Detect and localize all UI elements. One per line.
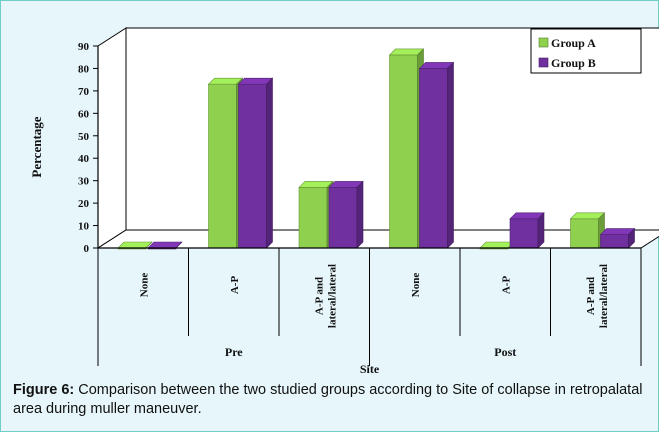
bar-group-a	[207, 77, 244, 249]
y-tick-label: 20	[78, 198, 90, 210]
bar-group-a	[388, 48, 425, 249]
bar-side	[447, 61, 454, 249]
y-tick-label: 10	[78, 221, 90, 233]
bar-front	[570, 218, 599, 249]
bar-front	[509, 218, 539, 249]
caption-text: Comparison between the two studied group…	[13, 382, 643, 417]
bar-group-b	[509, 212, 545, 249]
category-label-line: A-P and	[585, 277, 597, 315]
y-tick-label: 50	[78, 131, 90, 143]
bar-group-b	[237, 77, 274, 249]
bar-side	[145, 241, 153, 249]
bar-chart: 0 10 20 30 40 50 60 70 80 90 Percentage None A-P A-P …	[29, 27, 659, 376]
bar-side	[175, 241, 183, 249]
y-tick-label: 40	[78, 153, 90, 165]
category-label: A-P	[500, 276, 512, 295]
legend-label: Group B	[551, 56, 596, 70]
bar-front	[419, 68, 448, 249]
category-label: A-P andlateral/lateral	[313, 264, 338, 328]
y-tick-label: 90	[78, 41, 90, 53]
legend-swatch	[538, 37, 549, 48]
bar-side	[628, 227, 635, 249]
group-label: Post	[494, 345, 516, 359]
category-label-line: lateral/lateral	[598, 264, 610, 328]
category-label: A-P	[229, 276, 241, 295]
bar-side	[356, 180, 364, 249]
category-label-line: lateral/lateral	[326, 264, 338, 328]
category-label-line: A-P and	[313, 277, 325, 315]
y-tick-label: 80	[78, 63, 90, 75]
category-label: A-P andlateral/lateral	[585, 264, 610, 328]
legend-box	[530, 28, 642, 74]
bar-front	[389, 54, 418, 249]
y-tick-label: 30	[78, 176, 90, 188]
y-tick-label: 60	[78, 108, 90, 120]
bar-front	[298, 187, 328, 249]
legend-label: Group A	[551, 36, 596, 50]
category-label: None	[138, 273, 150, 298]
y-tick-label: 0	[84, 243, 90, 255]
x-axis-label: Site	[360, 362, 380, 376]
legend-swatch	[538, 57, 549, 68]
bar-group-b	[599, 227, 636, 249]
bar-group-a	[569, 212, 606, 249]
bar-side	[537, 212, 545, 249]
y-tick-label: 70	[78, 86, 90, 98]
bar-front	[208, 83, 237, 249]
side-wall	[97, 27, 127, 249]
bar-front	[238, 83, 267, 249]
y-axis-label: Percentage	[29, 116, 44, 177]
category-label: None	[410, 273, 422, 298]
bar-side	[266, 77, 273, 249]
bar-group-b	[328, 180, 364, 249]
bar-group-a	[298, 180, 334, 249]
caption-prefix: Figure 6:	[13, 382, 75, 398]
group-label: Pre	[225, 345, 243, 359]
bar-group-b	[418, 61, 455, 249]
figure-caption: Figure 6: Comparison between the two stu…	[13, 381, 649, 419]
bar-front	[600, 234, 629, 249]
bar-front	[328, 187, 358, 249]
